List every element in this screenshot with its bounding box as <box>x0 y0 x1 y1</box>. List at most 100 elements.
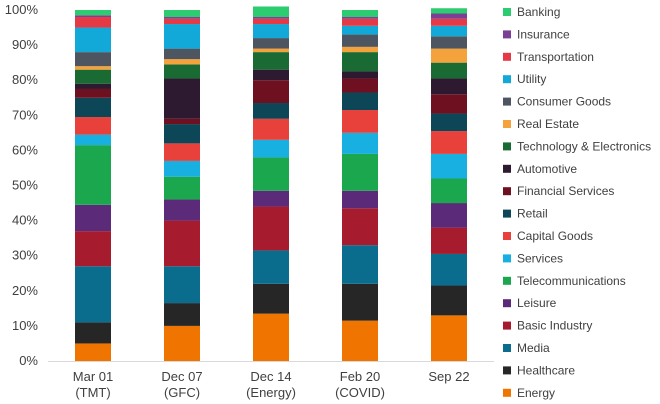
bar-segment <box>253 157 289 191</box>
bar-segment <box>164 17 200 19</box>
bar-segment <box>253 103 289 119</box>
bar-segment <box>253 118 289 140</box>
bar-segment <box>431 13 467 19</box>
x-tick-label: (GFC) <box>164 385 200 400</box>
bar-segment <box>342 52 378 72</box>
legend-label: Transportation <box>517 50 594 64</box>
bar-segment <box>75 134 111 146</box>
bar-segment <box>431 178 467 204</box>
bar-segment <box>342 10 378 18</box>
legend-label: Healthcare <box>517 363 575 377</box>
bar-segment <box>342 78 378 93</box>
x-tick-label: Feb 20 <box>340 369 380 384</box>
legend-swatch <box>503 254 511 263</box>
bar-segment <box>75 204 111 232</box>
bar-segment <box>75 97 111 118</box>
bar-segment <box>342 17 378 19</box>
y-tick-label: 70% <box>12 107 38 122</box>
legend-label: Automotive <box>517 162 577 176</box>
y-axis: 0% 10% 20% 30% 40% 50% 60% 70% 80% 90% 100% <box>5 2 39 368</box>
bar-segment <box>253 206 289 251</box>
bar-segment <box>253 6 289 18</box>
legend-label: Real Estate <box>517 117 579 131</box>
bar-segment <box>431 8 467 14</box>
y-tick-label: 30% <box>12 248 38 263</box>
bar-segment <box>342 283 378 321</box>
y-tick-label: 80% <box>12 72 38 87</box>
legend-label: Services <box>517 251 563 265</box>
legend-label: Utility <box>517 72 546 86</box>
bar-segment <box>342 153 378 191</box>
bar-segment <box>431 285 467 316</box>
legend-swatch <box>503 120 511 128</box>
bar-segment <box>75 88 111 98</box>
legend-label: Financial Services <box>517 184 614 198</box>
bar-segment <box>253 250 289 284</box>
bar-segment <box>431 227 467 254</box>
y-tick-label: 20% <box>12 283 38 298</box>
bar-segment <box>164 10 200 18</box>
y-tick-label: 40% <box>12 213 38 228</box>
legend-label: Technology & Electronics <box>517 139 651 153</box>
legend-label: Telecommunications <box>517 274 626 288</box>
bar-segment <box>431 113 467 132</box>
bar-segment <box>164 18 200 25</box>
bar-segment <box>431 18 467 26</box>
bar-segment <box>75 266 111 323</box>
bar-segment <box>75 231 111 267</box>
bar-segment <box>342 92 378 111</box>
legend-swatch <box>503 232 511 240</box>
bar-segment <box>342 132 378 154</box>
y-tick-label: 0% <box>19 353 38 368</box>
legend-swatch <box>503 75 511 84</box>
bar-segment <box>75 117 111 135</box>
x-tick-label: (TMT) <box>75 385 110 400</box>
y-tick-label: 60% <box>12 142 38 157</box>
legend-swatch <box>503 321 511 330</box>
bar-segment <box>342 71 378 79</box>
bar-segment <box>253 80 289 104</box>
bar-segment <box>342 190 378 209</box>
legend-swatch <box>503 8 511 16</box>
bar-segment <box>75 83 111 89</box>
bar-segment <box>431 62 467 79</box>
legend-swatch <box>503 344 511 352</box>
bar-segment <box>75 69 111 84</box>
legend-swatch <box>503 366 511 375</box>
bar-segment <box>342 320 378 361</box>
bar-segment <box>342 18 378 26</box>
legend-swatch <box>503 142 511 151</box>
bar-segment <box>164 303 200 326</box>
bar-segment <box>253 139 289 158</box>
bar-segment <box>75 322 111 344</box>
bar-segment <box>164 64 200 79</box>
bar-segment <box>253 69 289 81</box>
bar-segment <box>253 17 289 19</box>
bar-segment <box>75 17 111 28</box>
bar-segment <box>342 25 378 35</box>
bar-segment <box>253 48 289 53</box>
legend-label: Basic Industry <box>517 319 592 333</box>
bar-segment <box>431 253 467 286</box>
legend-swatch <box>503 209 511 218</box>
bar-segment <box>164 124 200 144</box>
legend-label: Banking <box>517 5 560 19</box>
bar-segment <box>164 78 200 119</box>
legend-label: Retail <box>517 207 548 221</box>
legend-swatch <box>503 388 511 397</box>
y-tick-label: 10% <box>12 318 38 333</box>
bar-segment <box>75 52 111 67</box>
legend-label: Media <box>517 341 550 355</box>
bar-segment <box>342 34 378 47</box>
x-tick-label: Sep 22 <box>428 369 469 384</box>
legend-label: Energy <box>517 386 555 400</box>
y-tick-label: 90% <box>12 37 38 52</box>
x-tick-label: Dec 07 <box>161 369 202 384</box>
legend-label: Capital Goods <box>517 229 593 243</box>
bar-segment <box>253 18 289 25</box>
bar-segment <box>342 110 378 133</box>
bar-segment <box>253 38 289 49</box>
bar-segment <box>431 25 467 37</box>
legend-swatch <box>503 97 511 106</box>
